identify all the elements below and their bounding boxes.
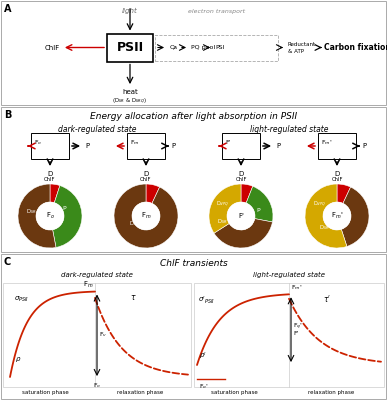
Text: D$_{NR}$: D$_{NR}$ — [217, 218, 229, 226]
Text: F$_o$: F$_o$ — [34, 138, 42, 148]
Text: C: C — [4, 257, 11, 267]
Text: F$_o$: F$_o$ — [93, 381, 101, 390]
Bar — [1, 107, 386, 252]
Text: ChlF: ChlF — [235, 177, 247, 182]
Wedge shape — [214, 219, 272, 248]
Text: Reductant: Reductant — [288, 42, 316, 47]
Bar — [1, 254, 386, 399]
Text: F$_m$: F$_m$ — [130, 138, 140, 148]
Wedge shape — [114, 184, 178, 248]
Text: heat: heat — [122, 89, 138, 95]
Wedge shape — [341, 187, 369, 246]
Text: F$_m$': F$_m$' — [321, 138, 332, 148]
Bar — [155, 34, 278, 60]
Text: ChlF: ChlF — [44, 177, 56, 182]
Text: F$_m$': F$_m$' — [331, 211, 343, 221]
Bar — [1, 1, 386, 105]
Bar — [318, 133, 356, 159]
Text: F$_m$: F$_m$ — [84, 279, 94, 290]
Text: saturation phase: saturation phase — [211, 390, 257, 395]
Wedge shape — [209, 184, 241, 233]
Bar — [107, 34, 153, 62]
Bar — [193, 270, 385, 282]
Text: electron transport: electron transport — [188, 9, 245, 14]
Text: P: P — [62, 206, 66, 210]
Bar — [2, 125, 193, 251]
Text: $\tau$: $\tau$ — [130, 294, 136, 302]
Bar — [193, 125, 385, 251]
Text: D: D — [143, 171, 149, 177]
Bar — [127, 133, 165, 159]
Wedge shape — [18, 184, 56, 248]
Wedge shape — [146, 184, 159, 203]
Text: $\sigma'_{PSII}$: $\sigma'_{PSII}$ — [198, 295, 215, 306]
Text: light: light — [122, 8, 138, 14]
Text: dark-regulated state: dark-regulated state — [58, 125, 136, 134]
Text: P: P — [171, 143, 175, 149]
Text: saturation phase: saturation phase — [22, 390, 68, 395]
Text: D: D — [238, 171, 244, 177]
Text: light-regulated state: light-regulated state — [253, 272, 325, 278]
Text: F': F' — [238, 213, 244, 219]
Text: PSI: PSI — [215, 45, 224, 50]
Text: PQ pool: PQ pool — [191, 45, 215, 50]
Text: F$_o$': F$_o$' — [199, 382, 209, 391]
Wedge shape — [246, 186, 273, 222]
Text: ChlF: ChlF — [331, 177, 343, 182]
Text: D$_{NR}$: D$_{NR}$ — [319, 224, 330, 232]
Bar — [222, 133, 260, 159]
Text: D$_{NR}$: D$_{NR}$ — [130, 220, 140, 228]
Wedge shape — [337, 184, 351, 203]
Text: D$_{NR}$: D$_{NR}$ — [26, 208, 38, 216]
Bar — [2, 270, 193, 282]
Text: $\rho$: $\rho$ — [15, 354, 21, 364]
Text: F$_q$': F$_q$' — [293, 322, 303, 332]
Text: dark-regulated state: dark-regulated state — [61, 272, 133, 278]
Bar — [194, 283, 384, 387]
Bar — [31, 133, 69, 159]
Text: F': F' — [225, 140, 231, 146]
Text: $\tau'$: $\tau'$ — [323, 292, 331, 304]
Text: ChlF transients: ChlF transients — [160, 259, 228, 268]
Text: D$_{NPQ}$: D$_{NPQ}$ — [313, 200, 325, 209]
Text: light-regulated state: light-regulated state — [250, 125, 328, 134]
Bar — [3, 283, 191, 387]
Text: D$_{NPQ}$: D$_{NPQ}$ — [216, 200, 228, 209]
Text: $\sigma_{PSII}$: $\sigma_{PSII}$ — [14, 295, 29, 304]
Text: $\rho'$: $\rho'$ — [199, 352, 207, 362]
Text: ChlF: ChlF — [140, 177, 152, 182]
Wedge shape — [53, 186, 82, 248]
Text: Energy allocation after light absorption in PSII: Energy allocation after light absorption… — [91, 112, 298, 121]
Text: P: P — [256, 208, 260, 214]
Text: F$_m$': F$_m$' — [291, 284, 302, 292]
Circle shape — [227, 202, 255, 230]
Text: F': F' — [293, 331, 298, 336]
Text: A: A — [4, 4, 12, 14]
Circle shape — [323, 202, 351, 230]
Text: relaxation phase: relaxation phase — [117, 390, 163, 395]
Text: relaxation phase: relaxation phase — [308, 390, 354, 395]
Wedge shape — [241, 184, 253, 203]
Text: PSII: PSII — [116, 41, 144, 54]
Text: F$_v$: F$_v$ — [99, 330, 107, 339]
Text: F$_o$: F$_o$ — [46, 211, 55, 221]
Wedge shape — [305, 184, 347, 248]
Wedge shape — [50, 184, 60, 203]
Text: Q$_A$: Q$_A$ — [169, 43, 179, 52]
Text: (D$_{NR}$ & D$_{NRQ}$): (D$_{NR}$ & D$_{NRQ}$) — [113, 97, 147, 106]
Text: D: D — [47, 171, 53, 177]
Circle shape — [132, 202, 160, 230]
Text: F$_m$: F$_m$ — [141, 211, 151, 221]
Text: D: D — [334, 171, 340, 177]
Text: B: B — [4, 110, 11, 120]
Text: P: P — [85, 143, 89, 149]
Text: Carbon fixation: Carbon fixation — [324, 43, 387, 52]
Text: ChlF: ChlF — [45, 44, 60, 50]
Text: P: P — [362, 143, 366, 149]
Text: & ATP: & ATP — [288, 49, 304, 54]
Text: P: P — [276, 143, 280, 149]
Circle shape — [36, 202, 64, 230]
